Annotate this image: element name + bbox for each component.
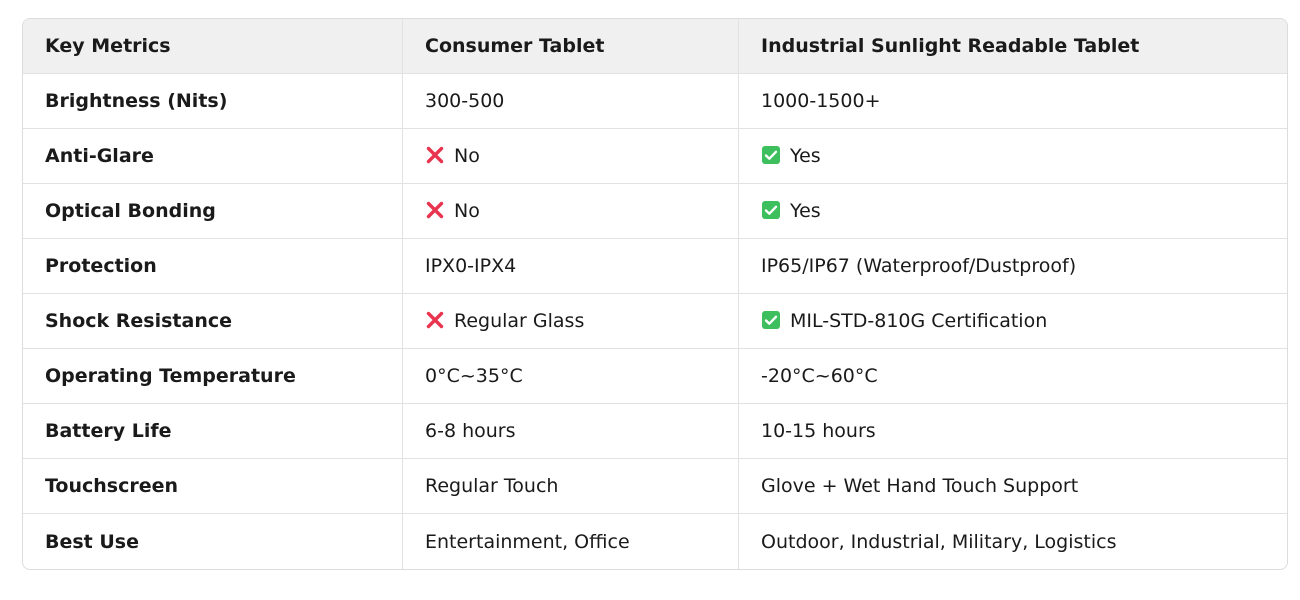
table-row: Battery Life 6-8 hours 10-15 hours (23, 404, 1287, 459)
table-row: Anti-Glare No Yes (23, 129, 1287, 184)
value-cell: 1000-1500+ (739, 74, 1287, 129)
table-row: Shock Resistance Regular Glass MIL-STD-810… (23, 294, 1287, 349)
header-row: Key Metrics Consumer Tablet Industrial Sun… (23, 19, 1287, 74)
value-cell: No (403, 184, 739, 239)
header-cell: Consumer Tablet (403, 19, 739, 74)
cell-text: MIL-STD-810G Certification (790, 310, 1048, 332)
metric-cell: Brightness (Nits) (23, 74, 403, 129)
check-icon (762, 311, 780, 329)
value-cell: 10-15 hours (739, 404, 1287, 459)
value-cell: Regular Glass (403, 294, 739, 349)
metric-cell: Operating Temperature (23, 349, 403, 404)
value-cell: -20°C~60°C (739, 349, 1287, 404)
value-cell: Yes (739, 184, 1287, 239)
cross-icon (426, 311, 444, 329)
table-header: Key Metrics Consumer Tablet Industrial Sun… (23, 19, 1287, 74)
value-cell: Regular Touch (403, 459, 739, 514)
value-cell: IPX0-IPX4 (403, 239, 739, 294)
table-row: Operating Temperature 0°C~35°C -20°C~60°C (23, 349, 1287, 404)
table-row: Optical Bonding No Yes (23, 184, 1287, 239)
value-cell: 300-500 (403, 74, 739, 129)
cell-text: Yes (790, 200, 821, 222)
check-icon (762, 201, 780, 219)
metric-cell: Optical Bonding (23, 184, 403, 239)
metric-cell: Best Use (23, 514, 403, 569)
metric-cell: Touchscreen (23, 459, 403, 514)
cell-text: No (454, 145, 480, 167)
check-icon (762, 146, 780, 164)
metric-cell: Anti-Glare (23, 129, 403, 184)
comparison-table: Key Metrics Consumer Tablet Industrial Sun… (23, 19, 1287, 569)
value-cell: MIL-STD-810G Certification (739, 294, 1287, 349)
table-row: Brightness (Nits) 300-500 1000-1500+ (23, 74, 1287, 129)
value-cell: Entertainment, Office (403, 514, 739, 569)
value-cell: 6-8 hours (403, 404, 739, 459)
value-cell: Glove + Wet Hand Touch Support (739, 459, 1287, 514)
table-row: Touchscreen Regular Touch Glove + Wet Hand… (23, 459, 1287, 514)
value-cell: Yes (739, 129, 1287, 184)
metric-cell: Shock Resistance (23, 294, 403, 349)
header-cell: Industrial Sunlight Readable Tablet (739, 19, 1287, 74)
value-cell: Outdoor, Industrial, Military, Logistics (761, 530, 1117, 553)
metric-cell: Battery Life (23, 404, 403, 459)
cell-text: Regular Glass (454, 310, 585, 332)
value-cell: IP65/IP67 (Waterproof/Dustproof) (739, 239, 1287, 294)
header-cell: Key Metrics (23, 19, 403, 74)
cell-text: Yes (790, 145, 821, 167)
table-row: Best Use Entertainment, Office Outdoor, In… (23, 514, 1287, 569)
metric-cell: Protection (23, 239, 403, 294)
table-row: Protection IPX0-IPX4 IP65/IP67 (Waterproof… (23, 239, 1287, 294)
value-cell: 0°C~35°C (403, 349, 739, 404)
cross-icon (426, 146, 444, 164)
cell-text: No (454, 200, 480, 222)
cross-icon (426, 201, 444, 219)
table-container: Key Metrics Consumer Tablet Industrial Sun… (22, 18, 1288, 570)
table-body: Brightness (Nits) 300-500 1000-1500+ Anti-G… (23, 74, 1287, 569)
value-cell: No (403, 129, 739, 184)
